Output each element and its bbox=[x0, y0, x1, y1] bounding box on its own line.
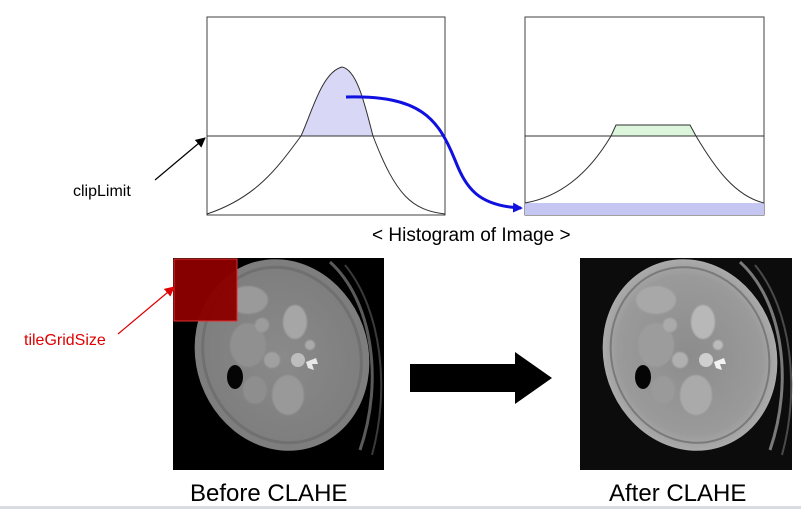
clipped-region bbox=[301, 67, 373, 136]
original-histogram-curve bbox=[206, 66, 446, 215]
bottom-divider bbox=[0, 506, 801, 509]
clip-limit-label: clipLimit bbox=[73, 183, 131, 200]
histogram-caption: < Histogram of Image > bbox=[372, 225, 571, 246]
excess-region bbox=[611, 125, 696, 136]
clip-limit-pointer bbox=[154, 137, 206, 181]
tile-grid-pointer bbox=[117, 286, 175, 335]
redistribution-arrow bbox=[345, 95, 523, 213]
equalized-histogram bbox=[524, 16, 765, 216]
tile-grid-overlay bbox=[173, 258, 238, 322]
equalized-histogram-curve bbox=[524, 124, 765, 204]
before-caption: Before CLAHE bbox=[190, 480, 348, 507]
tile-grid-size-label: tileGridSize bbox=[24, 332, 106, 349]
original-histogram bbox=[206, 16, 446, 216]
after-ct-image bbox=[580, 258, 793, 470]
after-caption: After CLAHE bbox=[609, 480, 747, 507]
equalized-histogram-frame bbox=[524, 16, 765, 216]
redistributed-band bbox=[525, 203, 764, 215]
before-ct-image bbox=[173, 258, 384, 470]
process-arrow bbox=[410, 352, 552, 404]
